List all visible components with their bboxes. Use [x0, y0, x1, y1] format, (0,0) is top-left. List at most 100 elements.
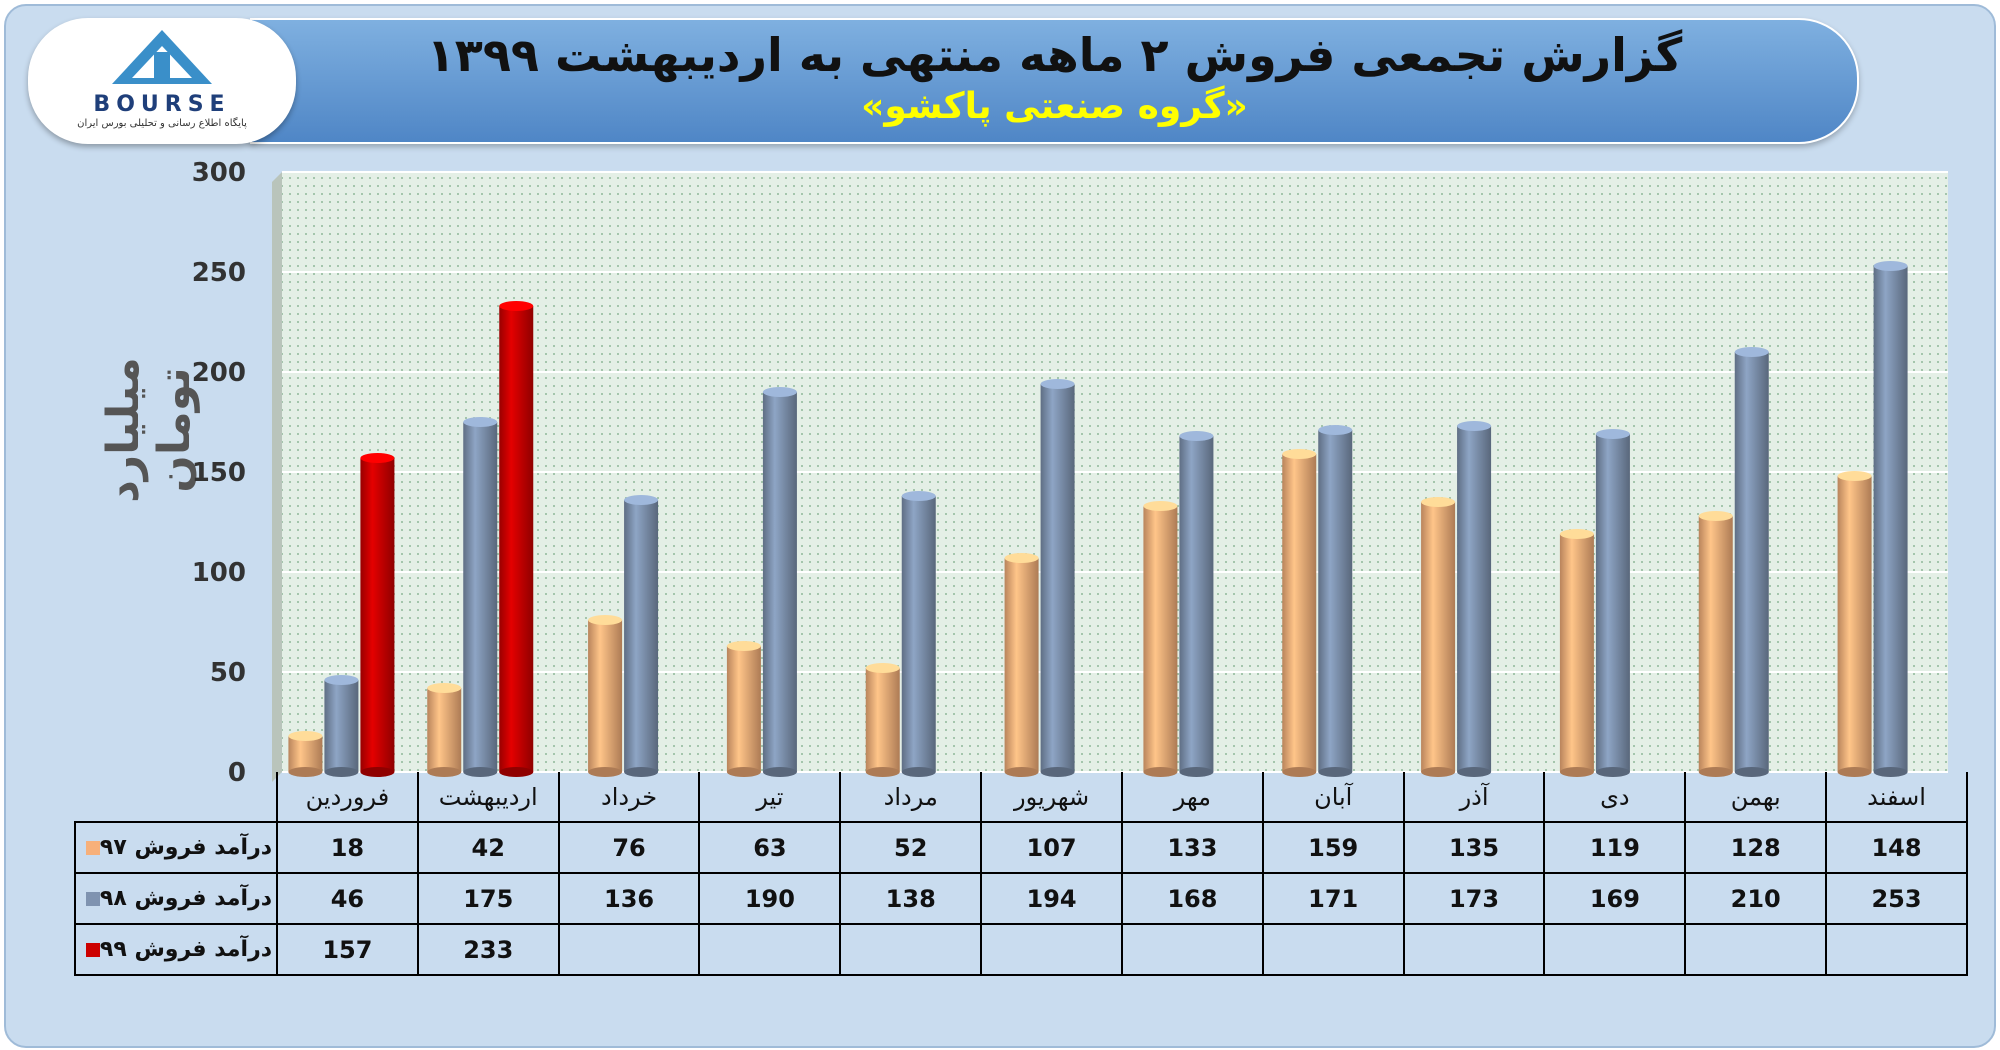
legend-entry: درآمد فروش ۹۷ — [74, 821, 278, 874]
data-label: 52 — [839, 821, 983, 874]
data-label: 157 — [276, 923, 419, 976]
table-row: درآمد فروش ۹۹ 157 233 — [74, 923, 1968, 976]
y-tick-label: 0 — [228, 758, 246, 788]
chart-title: گزارش تجمعی فروش ۲ ماهه منتهی به اردیبهش… — [426, 28, 1683, 82]
data-label: 233 — [416, 923, 560, 976]
bar-series1-7 — [1318, 425, 1353, 777]
bourse-logo: BOURSE پایگاه اطلاع رسانی و تحلیلی بورس … — [28, 18, 296, 144]
data-label: 173 — [1402, 872, 1546, 925]
data-label: 169 — [1543, 872, 1687, 925]
y-tick-label: 300 — [192, 158, 246, 188]
legend-entry: درآمد فروش ۹۸ — [74, 872, 278, 925]
data-label: 76 — [557, 821, 701, 874]
data-label — [1402, 923, 1546, 976]
y-tick-label: 250 — [192, 258, 246, 288]
bar-series0-9 — [1559, 529, 1594, 777]
data-label: 63 — [698, 821, 842, 874]
plot-side-wall — [272, 172, 282, 782]
data-label — [1543, 923, 1687, 976]
legend-swatch — [85, 943, 100, 957]
data-label: 190 — [698, 872, 842, 925]
data-label — [839, 923, 983, 976]
bar-series1-0 — [324, 675, 359, 777]
bar-series2-0 — [360, 453, 395, 777]
bar-series0-2 — [588, 615, 623, 777]
data-label: 210 — [1684, 872, 1828, 925]
bar-series1-9 — [1595, 429, 1630, 777]
data-label: 194 — [980, 872, 1123, 925]
data-label: 18 — [276, 821, 419, 874]
x-tick-label: اردیبهشت — [416, 772, 560, 823]
logo-text: BOURSE — [93, 92, 231, 117]
x-tick-label: شهریور — [980, 772, 1123, 823]
data-label: 159 — [1261, 821, 1405, 874]
data-label: 136 — [557, 872, 701, 925]
data-label — [698, 923, 842, 976]
bar-series0-5 — [1004, 553, 1039, 777]
x-tick-label: مهر — [1120, 772, 1264, 823]
data-label — [1684, 923, 1828, 976]
x-tick-label: فروردین — [276, 772, 419, 823]
bar-series1-4 — [901, 491, 936, 777]
legend-label: درآمد فروش ۹۷ — [99, 835, 273, 860]
legend-swatch — [85, 841, 100, 855]
bar-series1-2 — [624, 495, 659, 777]
bar-series0-3 — [726, 641, 761, 777]
table-corner — [75, 772, 277, 822]
data-table: فروردین اردیبهشت خرداد تیر مرداد شهریور مهر آبا… — [74, 772, 1968, 976]
bar-series0-0 — [288, 731, 323, 777]
data-label: 138 — [839, 872, 983, 925]
logo-mark-icon — [112, 30, 212, 84]
data-label — [1120, 923, 1264, 976]
data-label: 148 — [1825, 821, 1968, 874]
y-tick-label: 200 — [192, 358, 246, 388]
x-tick-label: آبان — [1261, 772, 1405, 823]
bar-series1-1 — [463, 417, 498, 777]
x-tick-label: اسفند — [1825, 772, 1968, 823]
y-tick-label: 50 — [210, 658, 246, 688]
data-label: 128 — [1684, 821, 1828, 874]
x-tick-label: تیر — [698, 772, 842, 823]
bar-series1-8 — [1457, 421, 1492, 777]
bar-series1-5 — [1040, 379, 1075, 777]
bar-series1-6 — [1179, 431, 1214, 777]
x-tick-label: خرداد — [557, 772, 701, 823]
chart-subtitle: «گروه صنعتی پاکشو» — [861, 86, 1248, 127]
logo-tagline: پایگاه اطلاع رسانی و تحلیلی بورس ایران — [77, 118, 247, 129]
bar-series2-1 — [499, 301, 534, 777]
bar-series0-7 — [1282, 449, 1317, 777]
bar-series0-1 — [427, 683, 462, 777]
legend-label: درآمد فروش ۹۸ — [99, 886, 273, 911]
data-label: 168 — [1120, 872, 1264, 925]
table-row: درآمد فروش ۹۸ 46 175 136 190 138 194 168 171 173 1… — [74, 872, 1968, 925]
data-label: 175 — [416, 872, 560, 925]
bar-series0-11 — [1837, 471, 1872, 777]
x-tick-label: دی — [1543, 772, 1687, 823]
data-label: 46 — [276, 872, 419, 925]
data-label: 133 — [1120, 821, 1264, 874]
bar-series0-6 — [1143, 501, 1178, 777]
data-label — [1261, 923, 1405, 976]
data-label — [557, 923, 701, 976]
y-tick-label: 150 — [192, 458, 246, 488]
data-label: 171 — [1261, 872, 1405, 925]
bar-series0-8 — [1421, 497, 1456, 777]
x-tick-label: مرداد — [839, 772, 983, 823]
bar-series0-10 — [1698, 511, 1733, 777]
data-label — [1825, 923, 1968, 976]
bar-series1-11 — [1873, 261, 1908, 777]
legend-label: درآمد فروش ۹۹ — [99, 937, 273, 962]
legend-swatch — [85, 892, 100, 906]
legend-entry: درآمد فروش ۹۹ — [74, 923, 278, 976]
x-tick-label: آذر — [1402, 772, 1546, 823]
data-label: 253 — [1825, 872, 1968, 925]
bar-series1-3 — [762, 387, 797, 777]
data-label: 119 — [1543, 821, 1687, 874]
bar-series1-10 — [1734, 347, 1769, 777]
data-label — [980, 923, 1123, 976]
data-label: 135 — [1402, 821, 1546, 874]
table-row: درآمد فروش ۹۷ 18 42 76 63 52 107 133 159 135 119 12… — [74, 821, 1968, 874]
data-label: 107 — [980, 821, 1123, 874]
x-tick-label: بهمن — [1684, 772, 1828, 823]
data-label: 42 — [416, 821, 560, 874]
